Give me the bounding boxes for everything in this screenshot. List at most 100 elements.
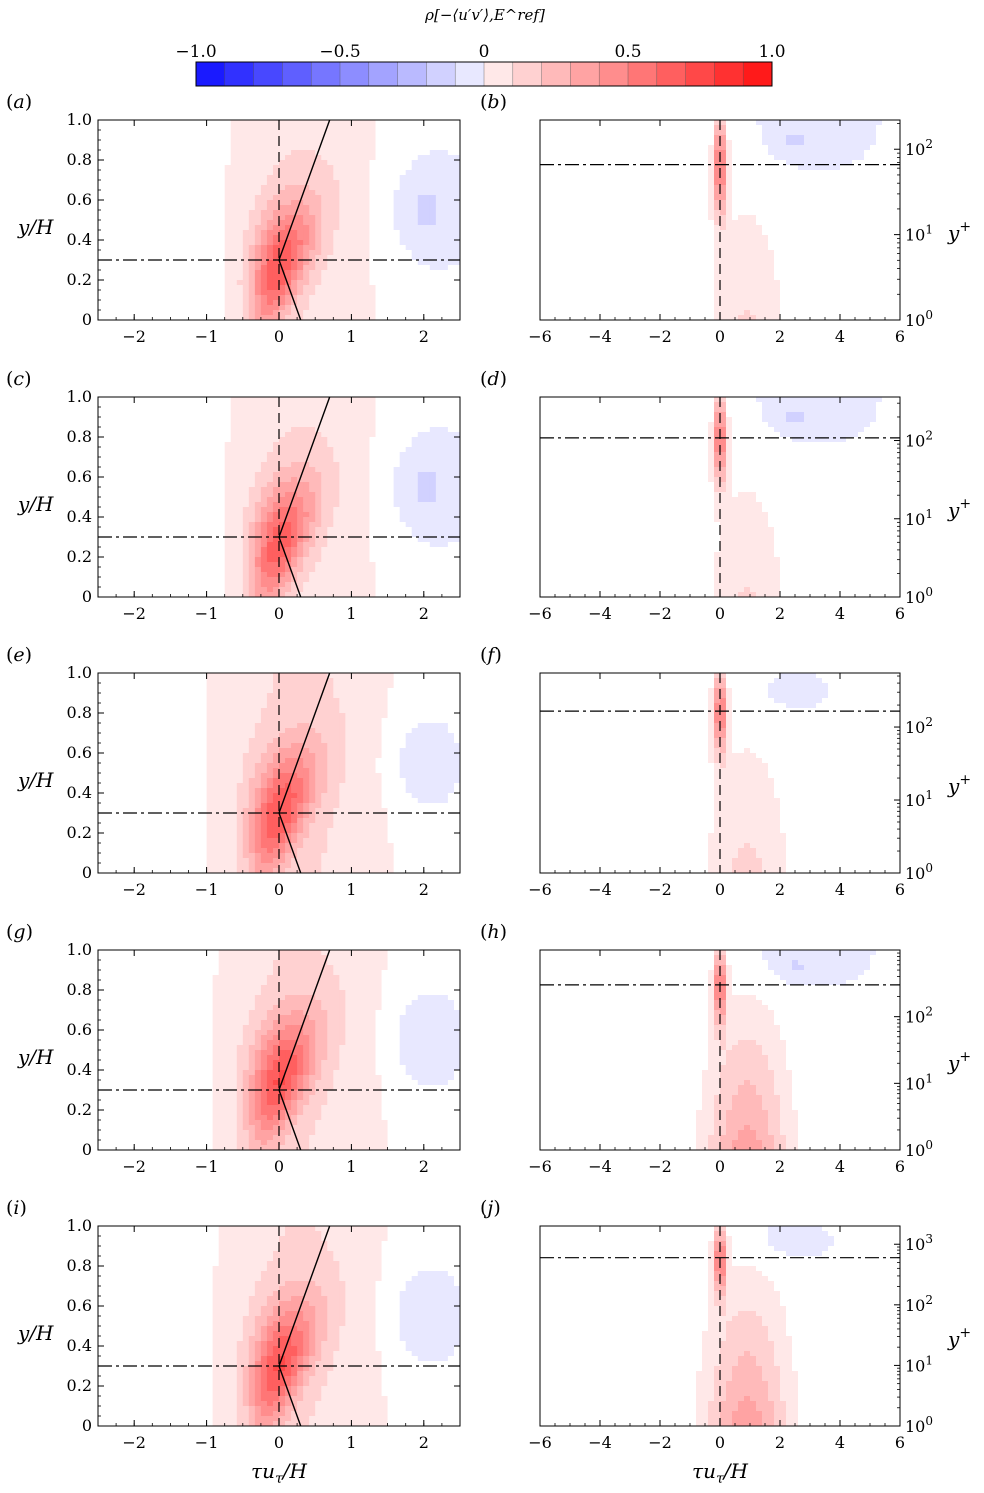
field-cell (429, 130, 437, 136)
field-cell (570, 250, 577, 256)
field-cell (435, 150, 443, 156)
field-cell (594, 205, 601, 211)
field-cell (441, 265, 449, 271)
field-cell (230, 120, 238, 126)
field-cell (750, 310, 757, 316)
field-cell (882, 260, 889, 266)
field-cell (453, 290, 460, 296)
field-cell (714, 230, 721, 236)
field-cell (816, 300, 823, 306)
field-cell (381, 120, 389, 126)
field-cell (552, 170, 559, 176)
field-cell (570, 135, 577, 141)
field-cell (642, 140, 649, 146)
field-cell (690, 205, 697, 211)
field-cell (339, 160, 346, 166)
field-cell (194, 230, 202, 236)
field-cell (768, 180, 775, 186)
field-cell (164, 195, 171, 201)
field-cell (714, 255, 721, 261)
field-cell (375, 285, 383, 291)
field-cell (357, 310, 364, 316)
field-cell (732, 220, 739, 226)
y-axis-label: y/H (17, 215, 54, 239)
field-cell (876, 120, 883, 126)
field-cell (816, 280, 823, 286)
x-tick-label: −2 (122, 327, 146, 346)
field-cell (128, 135, 135, 141)
field-cell (660, 225, 667, 231)
field-cell (756, 300, 763, 306)
field-cell (387, 120, 395, 126)
field-cell (840, 295, 847, 301)
field-cell (612, 145, 619, 151)
field-cell (417, 280, 425, 286)
field-cell (309, 130, 316, 136)
field-cell (164, 265, 171, 271)
field-cell (654, 270, 661, 276)
field-cell (194, 155, 202, 161)
field-cell (104, 240, 111, 246)
field-cell (399, 300, 407, 306)
field-cell (792, 140, 799, 146)
field-cell (128, 210, 135, 216)
field-cell (804, 150, 811, 156)
field-cell (624, 250, 631, 256)
y-tick-label: 0.6 (67, 190, 92, 209)
field-cell (654, 165, 661, 171)
field-cell (762, 145, 769, 151)
field-cell (780, 210, 787, 216)
field-cell (176, 305, 183, 311)
field-cell (176, 190, 183, 196)
y-tick-label: 0 (82, 310, 92, 329)
field-cell (230, 145, 238, 151)
field-cell (780, 230, 787, 236)
field-cell (756, 260, 763, 266)
field-cell (158, 235, 165, 241)
field-cell (684, 230, 691, 236)
field-cell (381, 315, 389, 320)
field-cell (266, 200, 274, 206)
field-cell (696, 160, 703, 166)
field-cell (672, 215, 679, 221)
field-cell (858, 120, 865, 126)
field-cell (630, 185, 637, 191)
field-cell (321, 200, 328, 206)
field-cell (672, 310, 679, 316)
field-cell (846, 130, 853, 136)
field-cell (345, 230, 352, 236)
field-cell (738, 310, 745, 316)
colorbar-cell (628, 62, 658, 86)
field-cell (158, 210, 165, 216)
field-cell (756, 130, 763, 136)
field-cell (630, 200, 637, 206)
field-cell (792, 170, 799, 176)
field-cell (558, 315, 565, 320)
field-cell (405, 285, 413, 291)
field-cell (387, 300, 395, 306)
field-cell (858, 125, 865, 131)
field-cell (810, 250, 817, 256)
field-cell (248, 230, 256, 236)
field-cell (654, 260, 661, 266)
field-cell (321, 155, 328, 161)
field-cell (648, 280, 655, 286)
field-cell (540, 250, 547, 256)
field-cell (714, 150, 721, 156)
field-cell (375, 260, 383, 266)
field-cell (774, 250, 781, 256)
field-cell (194, 145, 202, 151)
field-cell (110, 140, 117, 146)
field-cell (291, 265, 298, 271)
field-cell (762, 235, 769, 241)
field-cell (339, 200, 346, 206)
field-cell (164, 295, 171, 301)
field-cell (315, 235, 322, 241)
field-cell (744, 130, 751, 136)
field-cell (612, 200, 619, 206)
field-cell (792, 280, 799, 286)
field-cell (279, 210, 286, 216)
field-cell (206, 230, 214, 236)
field-cell (375, 200, 383, 206)
field-cell (104, 150, 111, 156)
